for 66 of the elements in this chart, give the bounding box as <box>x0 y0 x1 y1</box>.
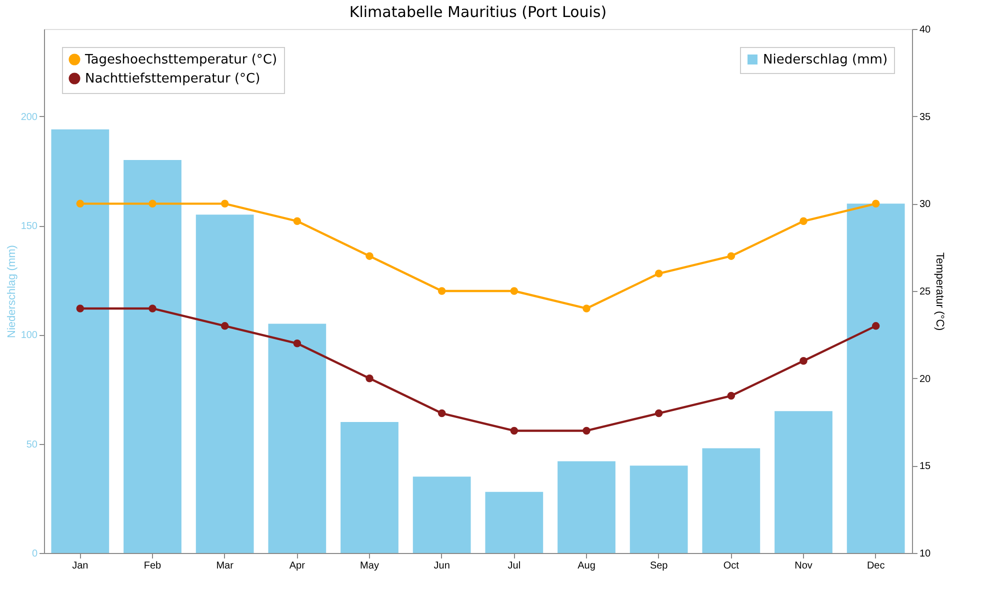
x-tick-label: Mar <box>216 560 234 572</box>
y-tick-label: 200 <box>20 112 38 123</box>
point <box>582 304 590 312</box>
x-tick-label: Nov <box>794 560 812 572</box>
point <box>438 287 446 295</box>
bar <box>340 422 398 553</box>
x-tick-label: Aug <box>578 560 596 572</box>
chart-title: Klimatabelle Mauritius (Port Louis) <box>349 3 607 21</box>
bar <box>630 466 688 553</box>
point <box>76 200 84 208</box>
x-tick-label: Dec <box>866 560 885 572</box>
point <box>76 304 84 312</box>
x-tick-label: Sep <box>650 560 668 572</box>
point <box>872 322 880 330</box>
bar <box>702 448 760 553</box>
x-tick-label: Feb <box>144 560 162 572</box>
point <box>510 426 518 435</box>
y-tick-label: 0 <box>32 548 38 560</box>
point <box>220 322 229 330</box>
y2-tick-label: 10 <box>920 548 932 560</box>
y2-tick-label: 15 <box>920 461 932 472</box>
y2-tick-label: 20 <box>920 374 932 385</box>
point <box>727 392 736 400</box>
legend-label: Nachttiefsttemperatur (°C) <box>85 72 260 86</box>
point <box>582 426 590 435</box>
y-axis-title: Niederschlag (mm) <box>6 245 18 338</box>
legend-label: Tageshoechsttemperatur (°C) <box>84 52 278 68</box>
x-tick-label: Apr <box>289 560 306 572</box>
x-tick-label: Jun <box>434 560 450 572</box>
x-tick-label: Oct <box>723 560 740 572</box>
point <box>148 200 156 208</box>
point <box>366 252 374 260</box>
bar <box>196 214 254 553</box>
y2-tick-label: 25 <box>920 286 932 298</box>
bar <box>268 324 326 553</box>
point <box>293 340 302 348</box>
bar <box>485 492 544 553</box>
y-tick-label: 100 <box>20 330 38 342</box>
point <box>800 217 808 225</box>
point <box>293 217 302 225</box>
y2-tick-label: 35 <box>920 112 932 123</box>
point <box>366 374 374 382</box>
point <box>654 409 663 418</box>
point <box>220 200 229 208</box>
point <box>872 200 880 208</box>
y-tick-label: 50 <box>26 439 38 450</box>
bar <box>124 160 182 553</box>
x-tick-label: May <box>360 560 379 572</box>
x-tick-label: Jul <box>508 560 521 572</box>
y-tick-label: 150 <box>20 221 38 232</box>
point <box>510 287 518 295</box>
point <box>727 252 736 260</box>
point <box>800 357 808 365</box>
bar <box>846 204 905 553</box>
y2-tick-label: 30 <box>920 199 932 210</box>
bar <box>412 476 471 553</box>
y2-axis-title: Temperatur (°C) <box>934 252 946 331</box>
legend-label: Niederschlag (mm) <box>763 52 888 68</box>
x-tick-label: Jan <box>72 560 88 572</box>
bar <box>558 461 616 553</box>
point <box>148 304 156 312</box>
point <box>438 409 446 418</box>
bar <box>51 129 110 553</box>
point <box>654 270 663 278</box>
bar <box>774 411 832 553</box>
y2-tick-label: 40 <box>920 24 932 36</box>
